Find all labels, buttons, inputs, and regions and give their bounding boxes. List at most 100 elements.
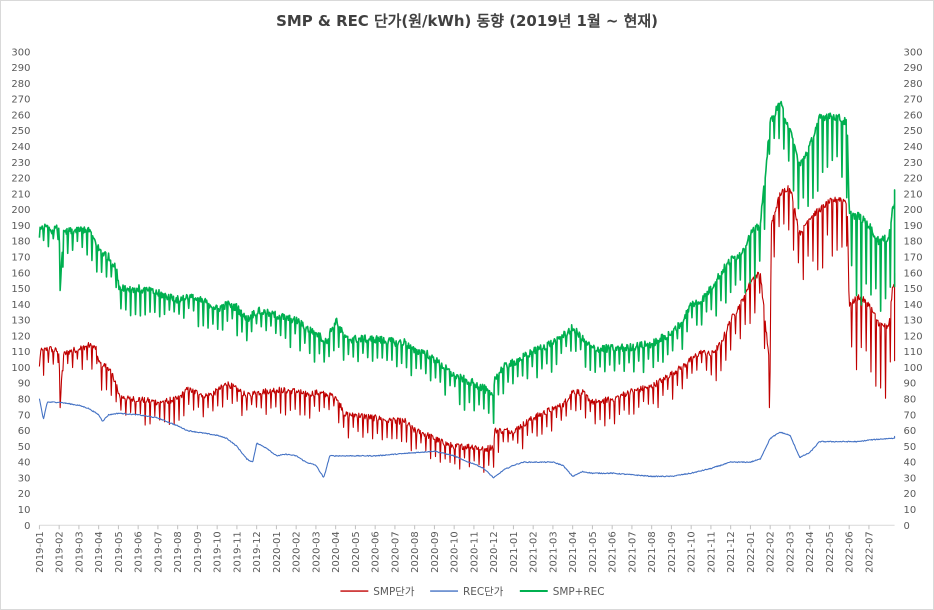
x-tick-label: 2020-02	[292, 531, 303, 573]
series-line-0	[38, 185, 896, 473]
x-tick-label: 2019-06	[134, 531, 145, 573]
y-tick-label-right: 100	[904, 363, 923, 374]
x-tick-label: 2019-11	[232, 531, 243, 573]
x-tick-label: 2022-02	[766, 531, 777, 573]
x-tick-label: 2022-06	[845, 531, 856, 573]
y-tick-label-left: 10	[18, 505, 31, 516]
y-tick-label-right: 290	[904, 63, 923, 74]
y-tick-label-right: 0	[904, 521, 910, 532]
x-tick-label: 2020-04	[331, 531, 342, 573]
x-tick-label: 2019-01	[35, 531, 46, 573]
x-tick-label: 2022-07	[864, 531, 875, 573]
y-tick-label-right: 190	[904, 221, 923, 232]
x-tick-label: 2019-04	[94, 531, 105, 573]
x-tick-label: 2019-07	[153, 531, 164, 573]
y-tick-label-right: 80	[904, 395, 917, 406]
legend-label-0: SMP단가	[373, 586, 415, 598]
y-tick-label-left: 180	[11, 237, 30, 248]
y-tick-label-right: 180	[904, 237, 923, 248]
axes: 0 0 10 10 20 20 30 30 40 40 50 50 60 60 70 70 80 80 90 90 10…	[11, 47, 922, 573]
y-tick-label-right: 40	[904, 458, 917, 469]
x-tick-label: 2021-01	[509, 531, 520, 573]
legend-label-1: REC단가	[463, 586, 504, 598]
y-tick-label-left: 130	[11, 316, 30, 327]
x-tick-label: 2019-02	[55, 531, 66, 573]
y-tick-label-left: 80	[18, 395, 31, 406]
x-tick-label: 2022-04	[805, 531, 816, 573]
y-tick-label-left: 50	[18, 442, 31, 453]
y-tick-label-left: 250	[11, 126, 30, 137]
x-tick-label: 2021-08	[647, 531, 658, 573]
y-tick-label-left: 60	[18, 426, 31, 437]
x-tick-label: 2020-05	[351, 531, 362, 573]
y-tick-label-right: 110	[904, 347, 923, 358]
y-tick-label-right: 270	[904, 95, 923, 106]
x-tick-label: 2021-12	[726, 531, 737, 573]
y-tick-label-right: 50	[904, 442, 917, 453]
y-tick-label-left: 230	[11, 158, 30, 169]
x-tick-label: 2020-07	[390, 531, 401, 573]
legend: SMP단가 REC단가 SMP+REC	[340, 586, 605, 598]
y-tick-label-left: 70	[18, 410, 31, 421]
y-tick-label-right: 140	[904, 300, 923, 311]
y-tick-label-right: 250	[904, 126, 923, 137]
y-tick-label-left: 290	[11, 63, 30, 74]
y-tick-label-left: 280	[11, 79, 30, 90]
x-tick-label: 2020-03	[311, 531, 322, 573]
y-tick-label-left: 90	[18, 379, 31, 390]
x-tick-label: 2021-04	[568, 531, 579, 573]
y-tick-label-right: 230	[904, 158, 923, 169]
x-tick-label: 2020-12	[489, 531, 500, 573]
y-tick-label-left: 150	[11, 284, 30, 295]
y-tick-label-left: 260	[11, 110, 30, 121]
x-tick-label: 2022-03	[785, 531, 796, 573]
x-tick-label: 2021-03	[548, 531, 559, 573]
y-tick-label-right: 240	[904, 142, 923, 153]
x-tick-label: 2020-01	[272, 531, 283, 573]
x-tick-label: 2021-11	[706, 531, 717, 573]
y-tick-label-left: 110	[11, 347, 30, 358]
y-tick-label-right: 280	[904, 79, 923, 90]
x-tick-label: 2021-06	[608, 531, 619, 573]
y-tick-label-right: 120	[904, 331, 923, 342]
x-tick-label: 2021-07	[627, 531, 638, 573]
x-tick-label: 2019-08	[173, 531, 184, 573]
y-tick-label-right: 90	[904, 379, 917, 390]
y-tick-label-right: 160	[904, 268, 923, 279]
x-tick-label: 2019-05	[114, 531, 125, 573]
y-tick-label-right: 70	[904, 410, 917, 421]
y-tick-label-right: 30	[904, 473, 917, 484]
plot-area	[38, 100, 896, 479]
x-tick-label: 2019-09	[193, 531, 204, 573]
x-tick-label: 2019-03	[74, 531, 85, 573]
x-tick-label: 2022-05	[825, 531, 836, 573]
y-tick-label-left: 220	[11, 174, 30, 185]
y-tick-label-right: 200	[904, 205, 923, 216]
y-tick-label-left: 120	[11, 331, 30, 342]
x-tick-label: 2020-09	[430, 531, 441, 573]
y-tick-label-right: 20	[904, 489, 917, 500]
y-tick-label-left: 270	[11, 95, 30, 106]
y-tick-label-right: 150	[904, 284, 923, 295]
y-tick-label-right: 210	[904, 189, 923, 200]
y-tick-label-left: 300	[11, 47, 30, 58]
x-tick-label: 2019-10	[213, 531, 224, 573]
y-tick-label-left: 30	[18, 473, 31, 484]
y-tick-label-right: 260	[904, 110, 923, 121]
x-tick-label: 2020-11	[469, 531, 480, 573]
x-tick-label: 2020-08	[410, 531, 421, 573]
y-tick-label-right: 170	[904, 252, 923, 263]
y-tick-label-right: 220	[904, 174, 923, 185]
x-tick-label: 2019-12	[252, 531, 263, 573]
x-tick-label: 2021-09	[667, 531, 678, 573]
y-tick-label-right: 60	[904, 426, 917, 437]
series-line-1	[38, 398, 896, 479]
x-tick-label: 2020-10	[450, 531, 461, 573]
y-tick-label-left: 20	[18, 489, 31, 500]
y-tick-label-left: 190	[11, 221, 30, 232]
x-tick-label: 2020-06	[371, 531, 382, 573]
y-tick-label-left: 210	[11, 189, 30, 200]
y-tick-label-left: 170	[11, 252, 30, 263]
y-tick-label-left: 200	[11, 205, 30, 216]
